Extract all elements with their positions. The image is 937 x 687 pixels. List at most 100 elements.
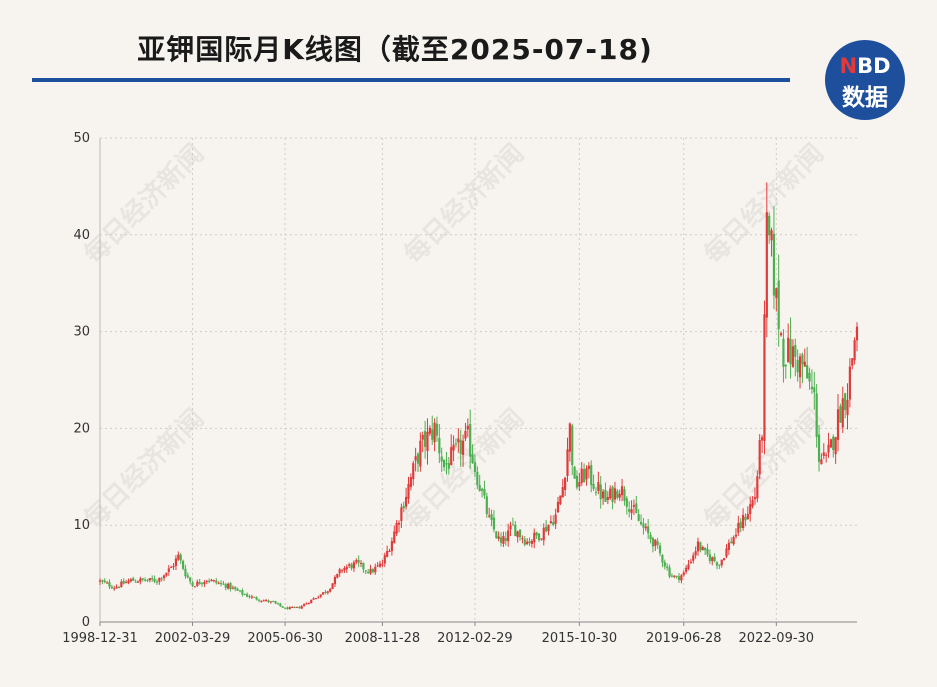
- candle-body: [492, 517, 496, 530]
- candle-body: [189, 577, 192, 582]
- candle-body: [167, 568, 170, 572]
- candle-body: [416, 453, 420, 464]
- candle-body: [841, 398, 844, 428]
- candle-body: [424, 431, 427, 447]
- candle-body: [483, 489, 486, 496]
- candle-body: [537, 533, 541, 541]
- candle-body: [559, 495, 562, 505]
- candle-body: [454, 443, 458, 445]
- candle-body: [606, 496, 609, 501]
- candle-body: [98, 580, 102, 582]
- candle-body: [362, 563, 365, 570]
- candle-body: [229, 583, 232, 590]
- candle-body: [556, 501, 560, 513]
- candle-body: [490, 514, 493, 520]
- candle-body: [680, 575, 683, 581]
- candle-body: [528, 541, 531, 544]
- candle-body: [440, 456, 443, 462]
- candle-body: [127, 580, 130, 583]
- candle-body: [810, 386, 814, 390]
- candle-body: [497, 536, 500, 539]
- candle-body: [469, 423, 472, 457]
- candle-body: [658, 545, 662, 554]
- candle-body: [338, 569, 341, 574]
- candle-body: [796, 359, 799, 373]
- candle-body: [457, 438, 460, 443]
- candle-body: [120, 581, 123, 588]
- candle-body: [592, 483, 595, 489]
- candle-body: [689, 561, 692, 563]
- candle-body: [715, 562, 719, 566]
- axes: 0 10 20 30 40 50 1998-12-31 2002-03-29 2005-06-3…: [62, 131, 857, 646]
- y-tick-label: 10: [73, 518, 90, 533]
- candle-body: [478, 484, 481, 492]
- candle-body: [594, 491, 598, 493]
- candle-body: [409, 477, 412, 488]
- candle-body: [706, 548, 709, 555]
- candle-body: [136, 581, 140, 583]
- candle-body: [566, 449, 569, 476]
- candle-body: [350, 564, 353, 569]
- candle-body: [779, 333, 783, 336]
- candle-body: [357, 559, 360, 563]
- candle-body: [106, 582, 109, 584]
- candle-body: [851, 358, 854, 366]
- candle-body: [274, 601, 277, 604]
- candle-body: [355, 560, 358, 563]
- candle-body: [834, 437, 837, 455]
- candle-body: [198, 581, 201, 584]
- candle-body: [635, 503, 638, 514]
- candle-body: [787, 337, 790, 363]
- x-tick-label: 2015-10-30: [542, 631, 618, 646]
- candle-body: [172, 565, 175, 568]
- candle-body: [324, 591, 327, 593]
- candle-body: [822, 452, 825, 456]
- candle-body: [319, 594, 322, 597]
- candle-body: [789, 338, 792, 365]
- candle-body: [236, 588, 239, 591]
- candle-body: [310, 599, 313, 604]
- candle-body: [405, 496, 408, 507]
- candle-body: [791, 346, 795, 367]
- candle-body: [476, 471, 479, 486]
- y-tick-label: 50: [73, 131, 90, 146]
- candle-body: [134, 581, 137, 583]
- candle-body: [331, 583, 334, 590]
- candle-body: [521, 538, 524, 540]
- candle-body: [464, 430, 467, 439]
- candle-body: [381, 564, 384, 566]
- candle-body: [378, 563, 382, 567]
- candle-body: [753, 497, 757, 500]
- candle-body: [129, 579, 132, 582]
- candle-body: [253, 596, 256, 598]
- candle-body: [585, 468, 588, 480]
- candle-body: [279, 603, 282, 607]
- candle-body: [426, 431, 429, 451]
- watermark: 每日经济新闻: [398, 138, 530, 270]
- candle-body: [141, 578, 144, 580]
- candle-body: [281, 606, 284, 608]
- candle-body: [326, 591, 329, 593]
- y-tick-label: 0: [82, 615, 90, 630]
- candle-body: [143, 579, 147, 581]
- candle-body: [601, 491, 605, 499]
- candle-body: [723, 558, 726, 561]
- candle-body: [829, 439, 832, 448]
- candle-body: [340, 570, 344, 572]
- nbd-logo-bottom: 数据: [842, 85, 888, 111]
- candle-body: [450, 447, 453, 466]
- candle-body: [616, 490, 619, 498]
- candle-body: [473, 462, 477, 473]
- candle-body: [162, 575, 166, 579]
- candle-body: [848, 366, 851, 400]
- candle-body: [314, 598, 318, 600]
- candle-body: [694, 551, 697, 556]
- x-tick-label: 2002-03-29: [155, 631, 231, 646]
- candle-body: [535, 532, 538, 536]
- candle-body: [568, 423, 571, 452]
- candle-body: [374, 566, 377, 573]
- candle-body: [611, 486, 614, 503]
- candle-body: [329, 588, 332, 592]
- candle-body: [177, 554, 180, 560]
- candle-body: [844, 393, 847, 411]
